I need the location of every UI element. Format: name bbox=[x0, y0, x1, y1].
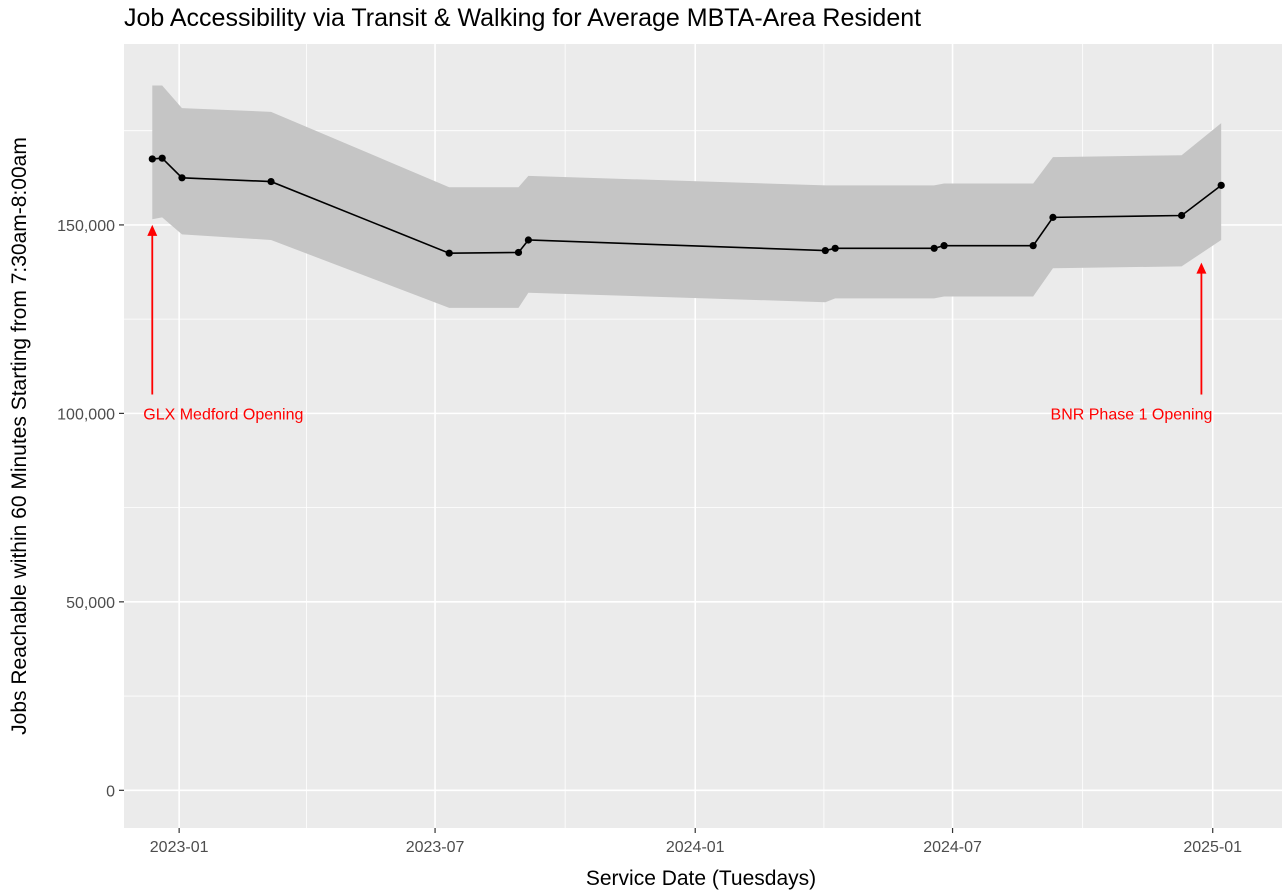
confidence-ribbon bbox=[152, 85, 1222, 308]
data-point bbox=[148, 155, 156, 163]
y-tick-label: 150,000 bbox=[57, 218, 115, 235]
annotation-arrowhead bbox=[1196, 262, 1207, 274]
annotations-layer: GLX Medford Opening BNR Phase 1 Opening bbox=[143, 224, 1213, 423]
x-tick-label: 2023-07 bbox=[406, 839, 465, 856]
y-tick-label: 50,000 bbox=[66, 595, 115, 612]
data-point bbox=[831, 244, 839, 252]
annotation-label: GLX Medford Opening bbox=[143, 406, 303, 423]
data-points-layer bbox=[148, 154, 1225, 257]
data-point bbox=[821, 246, 829, 255]
data-point bbox=[514, 248, 523, 257]
data-point bbox=[178, 174, 186, 182]
data-point bbox=[1178, 211, 1186, 220]
data-point bbox=[940, 242, 948, 250]
data-point bbox=[1029, 242, 1037, 250]
data-point bbox=[1049, 213, 1057, 221]
confidence-ribbon-layer bbox=[152, 85, 1222, 308]
data-point bbox=[267, 177, 275, 186]
y-tick-label: 100,000 bbox=[57, 406, 115, 423]
data-point bbox=[158, 154, 166, 162]
data-point bbox=[1217, 181, 1225, 189]
y-axis-title: Jobs Reachable within 60 Minutes Startin… bbox=[8, 137, 31, 735]
y-tick-label: 0 bbox=[106, 783, 115, 800]
data-point bbox=[445, 249, 453, 257]
annotation-label: BNR Phase 1 Opening bbox=[1051, 406, 1213, 423]
axes-layer: 0 50,000 100,000 150,000 2023-01 2023-07 2024-… bbox=[57, 218, 1242, 856]
x-tick-label: 2023-01 bbox=[150, 839, 209, 856]
x-tick-label: 2024-07 bbox=[923, 839, 982, 856]
x-tick-label: 2025-01 bbox=[1183, 839, 1242, 856]
x-axis-title: Service Date (Tuesdays) bbox=[586, 867, 816, 890]
data-point bbox=[524, 236, 532, 244]
x-tick-label: 2024-01 bbox=[666, 839, 725, 856]
annotation-arrowhead bbox=[147, 224, 158, 236]
data-point bbox=[930, 244, 938, 252]
chart-title: Job Accessibility via Transit & Walking … bbox=[124, 4, 922, 32]
